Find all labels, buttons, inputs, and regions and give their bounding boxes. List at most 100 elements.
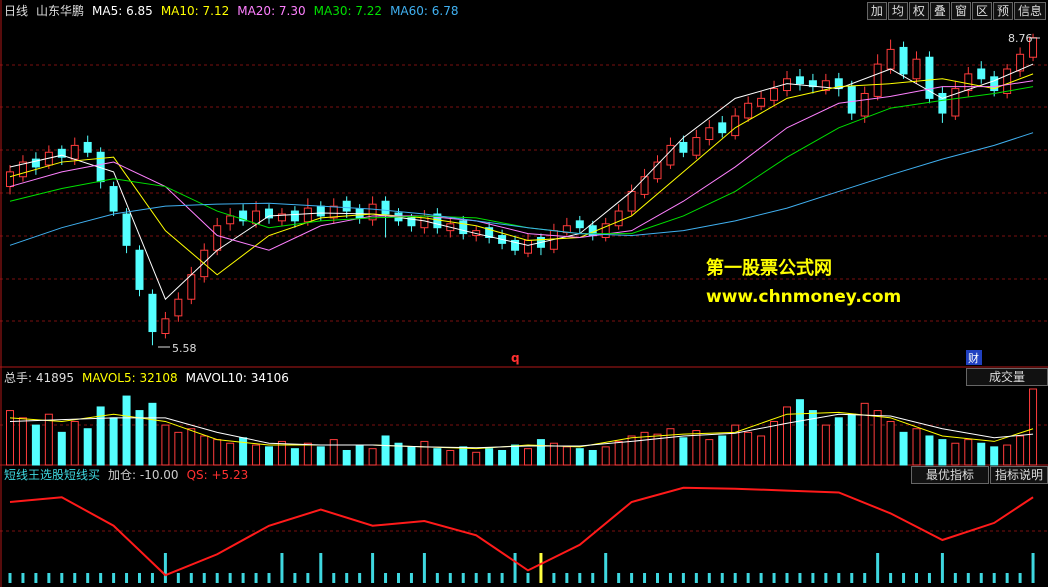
volume-bar <box>562 446 571 466</box>
toolbar-button[interactable]: 区 <box>971 2 992 20</box>
marker-box <box>966 350 982 365</box>
volume-menu[interactable]: 成交量 <box>966 368 1048 386</box>
candle-body <box>847 86 856 114</box>
volume-bar <box>394 442 403 466</box>
volume-bar <box>368 448 377 466</box>
volume-bar <box>549 442 558 466</box>
candle-body <box>6 171 14 188</box>
volume-bar <box>1003 444 1012 466</box>
grid <box>0 64 1048 532</box>
candle-body <box>964 73 973 92</box>
volume-bar <box>536 439 545 466</box>
volume-bar <box>44 413 53 466</box>
volume-bar <box>627 435 636 466</box>
plot <box>6 33 1038 583</box>
candle-body <box>795 76 804 85</box>
volume-bar <box>912 428 921 466</box>
volume-bar <box>6 410 14 466</box>
candle-body <box>951 88 960 117</box>
indicator-name: 短线王选股短线买 <box>4 468 101 482</box>
candle-body <box>640 176 649 195</box>
candle-body <box>329 205 338 219</box>
indicator-header: 短线王选股短线买 加仓: -10.00 QS: +5.23 <box>4 467 248 483</box>
watermark: 第一股票公式网 <box>706 258 832 279</box>
candle-body <box>83 141 92 153</box>
indicator-button[interactable]: 指标说明 <box>990 466 1048 484</box>
candle-body <box>70 144 79 160</box>
candle-body <box>407 217 416 227</box>
add-label: 加仓: -10.00 <box>108 468 179 482</box>
toolbar-button[interactable]: 权 <box>908 2 929 20</box>
candle-body <box>290 210 299 222</box>
candle-body <box>316 205 325 217</box>
volume-bar <box>498 449 507 466</box>
volume-bar <box>899 431 908 466</box>
candle-body <box>718 122 727 134</box>
indicator-button[interactable]: 最优指标 <box>911 466 989 484</box>
volume-bar <box>886 420 895 466</box>
volume-bar <box>265 446 273 466</box>
volume-bar <box>640 431 649 466</box>
candle-body <box>303 207 312 223</box>
candle-body <box>938 92 947 114</box>
volume-bar <box>420 440 429 466</box>
volume-bar <box>122 395 131 466</box>
candle-body <box>57 148 66 158</box>
candle-body <box>990 76 999 92</box>
volume-bar <box>18 417 27 466</box>
volume-bar <box>614 440 623 466</box>
toolbar-button[interactable]: 预 <box>992 2 1013 20</box>
candle-body <box>174 298 183 317</box>
volume-bar <box>692 430 701 466</box>
mavol-line <box>9 411 1034 450</box>
candle-body <box>860 92 869 117</box>
volume-bar <box>679 437 688 466</box>
candle-body <box>148 293 157 333</box>
volume-bar <box>731 424 740 466</box>
candle-body <box>925 56 934 99</box>
volume-header: 总手: 41895 MAVOL5: 32108 MAVOL10: 34106 <box>4 370 289 386</box>
ma-label: MA10: 7.12 <box>160 4 230 18</box>
candle-body <box>601 223 610 238</box>
volume-bar <box>601 446 610 466</box>
volume-bar <box>174 431 183 466</box>
candle-body <box>485 227 494 238</box>
candle-body <box>161 318 170 335</box>
toolbar: 加均权叠窗区预信息 <box>866 2 1046 20</box>
volume-bar <box>355 444 364 466</box>
marker-q: q <box>511 351 520 365</box>
candle-body <box>575 220 584 229</box>
candle-body <box>821 80 830 92</box>
candle-body <box>368 203 377 221</box>
ma-label: MA60: 6.78 <box>390 4 459 18</box>
low-label: 5.58 <box>172 342 197 355</box>
volume-bar <box>847 413 856 466</box>
volume-bar <box>459 446 468 466</box>
ma-label: MA5: 6.85 <box>92 4 153 18</box>
volume-bar <box>135 410 144 466</box>
volume-bar <box>109 417 118 466</box>
volume-bar <box>770 420 779 466</box>
indicator-buttons: 最优指标 指标说明 <box>910 466 1048 484</box>
candle-body <box>627 190 636 212</box>
candle-body <box>912 58 921 80</box>
volume-bar <box>96 406 105 466</box>
volume-bar <box>57 431 66 466</box>
mavol-label: MAVOL10: 34106 <box>185 371 289 385</box>
volume-bar <box>213 439 222 466</box>
ma-line <box>9 86 1034 235</box>
ma-line <box>9 132 1034 246</box>
candle-body <box>757 97 766 107</box>
volume-bar <box>653 433 662 466</box>
candle-body <box>18 161 27 178</box>
volume-bar <box>303 442 312 466</box>
toolbar-button[interactable]: 均 <box>887 2 908 20</box>
toolbar-button[interactable]: 信息 <box>1013 2 1046 20</box>
toolbar-button[interactable]: 窗 <box>950 2 971 20</box>
toolbar-button[interactable]: 加 <box>866 2 887 20</box>
volume-bar <box>472 451 481 466</box>
toolbar-button[interactable]: 叠 <box>929 2 950 20</box>
volume-bar <box>511 444 520 466</box>
